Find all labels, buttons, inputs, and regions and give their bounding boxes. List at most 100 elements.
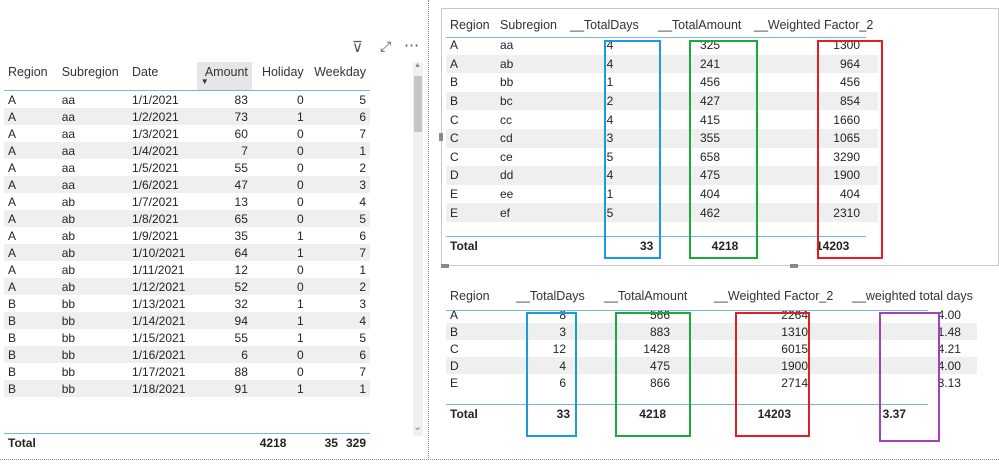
- table-cell: 462: [654, 203, 750, 222]
- table-cell: ab: [496, 54, 566, 74]
- column-header-weighted-total-days[interactable]: __weighted total days: [852, 289, 973, 303]
- resize-handle-bottom[interactable]: [790, 264, 798, 268]
- table-cell: 13: [234, 194, 248, 209]
- resize-handle-corner[interactable]: [441, 264, 449, 268]
- column-header-totalamount[interactable]: __TotalAmount: [604, 289, 688, 303]
- column-header-totaldays[interactable]: __TotalDays: [570, 18, 639, 32]
- table-cell: C: [450, 341, 459, 356]
- header-underline: [4, 90, 370, 91]
- bottom-right-total-row: Total 33 4218 14203 3.37: [446, 405, 910, 422]
- table-cell: 1/7/2021: [131, 194, 179, 209]
- table-cell: E: [446, 203, 496, 222]
- table-cell: 0: [296, 262, 304, 277]
- table-cell: dd: [496, 166, 566, 185]
- column-header-weekday[interactable]: Weekday: [314, 65, 366, 79]
- table-cell: 1660: [833, 112, 860, 127]
- table-row[interactable]: B 3 883 1310 1.48: [446, 323, 977, 340]
- table-cell: bb: [57, 346, 128, 363]
- table-cell: D: [446, 166, 496, 185]
- column-header-weighted-factor-2[interactable]: __Weighted Factor_2: [714, 289, 834, 303]
- table-cell: 0: [251, 142, 308, 159]
- table-cell: 1900: [750, 166, 878, 185]
- filter-icon[interactable]: ⊽: [352, 39, 363, 56]
- column-header-amount[interactable]: Amount ▼: [196, 62, 252, 91]
- canvas-divider: [428, 0, 429, 460]
- table-row[interactable]: A 8 566 2264 4.00: [446, 306, 977, 323]
- table-cell: aa: [61, 92, 76, 107]
- total-label: Total: [8, 435, 36, 450]
- table-cell: 2264: [781, 307, 808, 322]
- column-header-date[interactable]: Date: [131, 65, 159, 79]
- table-cell: 12: [234, 262, 248, 277]
- scrollbar-thumb[interactable]: [414, 76, 422, 132]
- table-cell: 0: [251, 176, 308, 193]
- table-cell: 2: [359, 160, 366, 175]
- table-cell: 7: [307, 244, 370, 261]
- column-header-weighted-factor-2[interactable]: __Weighted Factor_2: [754, 18, 874, 32]
- table-row[interactable]: E 6 866 2714 3.13: [446, 374, 977, 391]
- table-cell: 4: [566, 166, 654, 185]
- column-header-subregion[interactable]: Subregion: [61, 65, 119, 79]
- focus-mode-icon[interactable]: ⤢: [380, 38, 392, 54]
- column-header-subregion[interactable]: Subregion: [500, 18, 557, 32]
- table-cell: 94: [196, 312, 252, 329]
- table-cell: A: [8, 228, 17, 243]
- table-cell: 2310: [750, 203, 878, 222]
- column-header-totaldays[interactable]: __TotalDays: [516, 289, 585, 303]
- table-cell: 1: [296, 330, 304, 345]
- scroll-down-icon[interactable]: ⌄: [413, 421, 423, 433]
- table-cell: 404: [699, 187, 720, 202]
- table-cell: A: [8, 262, 17, 277]
- column-header-region[interactable]: Region: [450, 18, 490, 32]
- table-cell: 1/18/2021: [127, 380, 197, 397]
- more-options-icon[interactable]: ⋯: [404, 37, 419, 54]
- table-cell: 3: [566, 128, 654, 148]
- column-header-totalamount[interactable]: __TotalAmount: [658, 18, 742, 32]
- table-cell: 1/12/2021: [127, 278, 197, 295]
- table-cell: 1310: [710, 323, 848, 340]
- column-header-holiday[interactable]: Holiday: [261, 65, 304, 79]
- resize-handle-left[interactable]: [439, 133, 443, 141]
- table-cell: 456: [699, 75, 720, 90]
- scroll-up-icon[interactable]: ▲: [414, 62, 421, 69]
- table-cell: 1/17/2021: [131, 364, 186, 379]
- canvas-bottom-edge: [0, 459, 999, 460]
- table-row[interactable]: C 12 1428 6015 4.21: [446, 340, 977, 357]
- table-row[interactable]: D 4 475 1900 4.00: [446, 357, 977, 374]
- total-amount: 4218: [639, 406, 666, 421]
- table-cell: ce: [500, 149, 513, 164]
- vertical-scrollbar[interactable]: [413, 62, 423, 436]
- column-header-region[interactable]: Region: [450, 289, 490, 303]
- table-cell: 1: [606, 187, 614, 202]
- column-header-region[interactable]: Region: [8, 65, 48, 79]
- table-cell: B: [4, 380, 58, 397]
